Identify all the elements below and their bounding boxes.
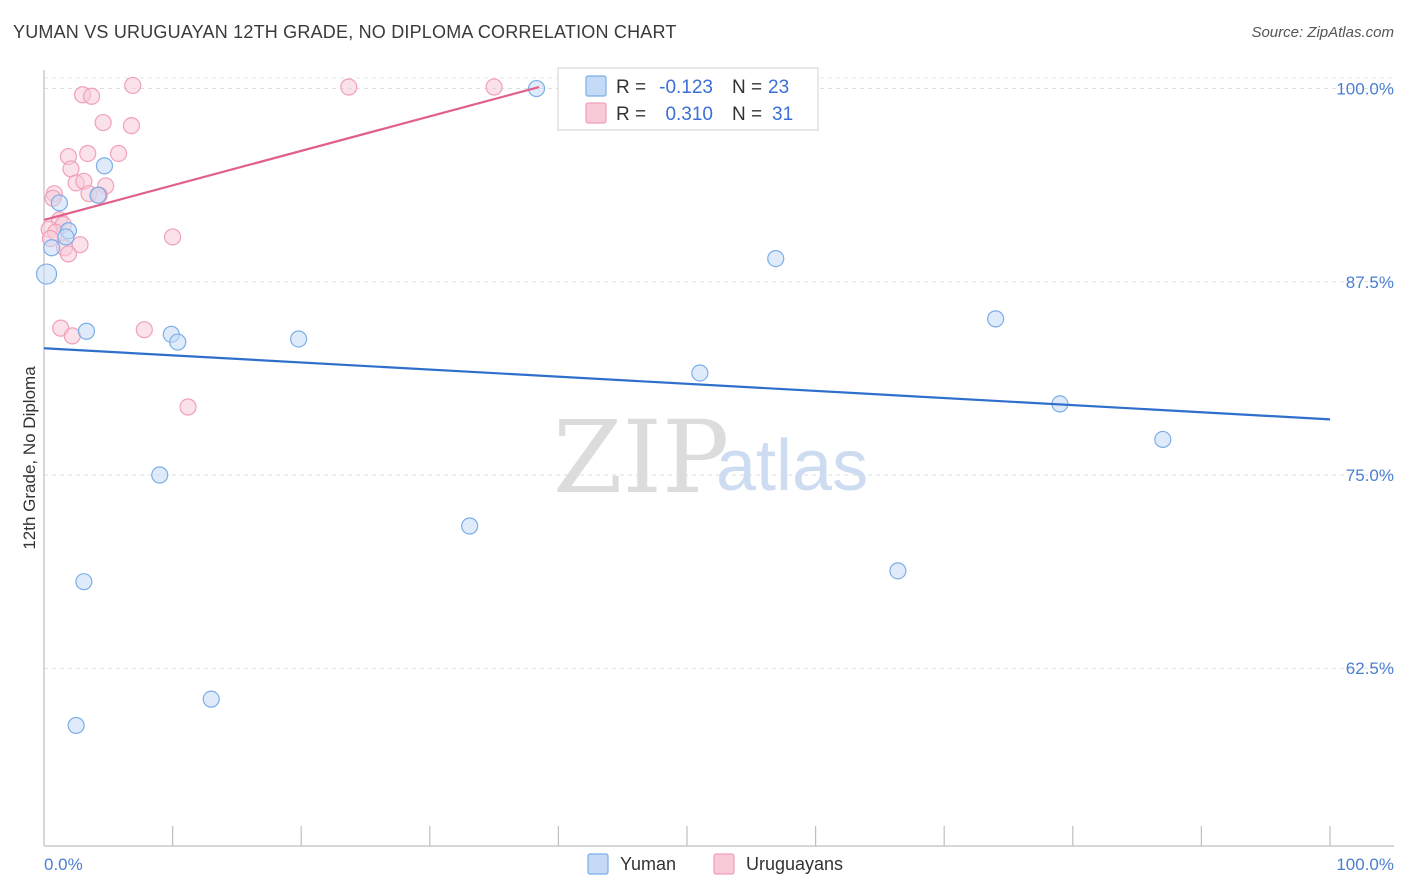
legend-swatch-yuman [585,75,607,97]
trend-line-uruguayans [43,85,540,222]
axes [43,70,1394,847]
x-tick-label-left: 0.0% [44,855,83,874]
point-uruguayans [94,113,112,132]
legend-r-label: R = [616,104,646,125]
point-uruguayans [164,228,182,246]
legend-swatch-uruguayans [585,102,607,124]
legend-n-value-yuman: 23 [768,77,789,98]
point-yuman [151,466,169,484]
point-yuman [75,573,93,591]
point-uruguayans [135,321,153,339]
watermark-zip: ZIP [553,399,729,516]
trend-line-yuman [43,347,1331,421]
point-uruguayans [109,144,128,163]
point-uruguayans [340,78,358,96]
point-yuman [95,157,114,175]
watermark-atlas: atlas [716,426,868,506]
y-tick-label: 87.5% [1346,273,1394,292]
point-uruguayans [59,245,78,263]
point-yuman [77,322,96,340]
bottom-legend-label-yuman: Yuman [620,854,676,874]
point-uruguayans [122,117,141,135]
y-axis-label: 12th Grade, No Diploma [20,366,39,550]
point-uruguayans [179,398,197,416]
point-yuman [169,333,187,351]
point-yuman [691,364,709,382]
point-yuman [987,310,1005,328]
legend-box: R = -0.123 N = 23 R = 0.310 N = 31 [557,67,819,131]
point-yuman [461,517,479,535]
point-yuman [1154,430,1172,449]
point-yuman [35,263,58,285]
legend-n-label: N = [732,77,762,98]
bottom-legend: Yuman Uruguayans [587,853,843,875]
watermark: ZIP atlas [553,399,868,516]
bottom-legend-swatch-uruguayans [713,853,735,875]
data-points [35,76,1172,735]
point-yuman [67,716,85,735]
point-yuman [290,330,308,348]
point-yuman [889,562,907,580]
y-tick-labels: 100.0% 87.5% 75.0% 62.5% [1336,80,1394,679]
legend-n-value-uruguayans: 31 [772,104,793,125]
point-uruguayans [82,87,101,105]
legend-n-label: N = [732,104,762,125]
point-uruguayans [79,144,97,163]
bottom-legend-label-uruguayans: Uruguayans [746,854,843,874]
legend-r-label: R = [616,77,646,98]
point-yuman [57,228,75,246]
point-yuman [50,194,69,212]
legend-r-value-uruguayans: 0.310 [665,104,713,125]
point-uruguayans [485,78,503,96]
point-yuman [89,186,107,204]
point-yuman [767,249,785,268]
point-uruguayans [124,76,142,95]
point-yuman [43,239,61,257]
legend-r-value-yuman: -0.123 [659,77,713,98]
trend-lines [43,85,1331,421]
x-tick-label-right: 100.0% [1336,855,1394,874]
y-tick-label: 62.5% [1346,659,1394,678]
y-tick-label: 100.0% [1336,80,1394,99]
x-axis-ticks [172,826,1331,846]
point-yuman [202,690,220,708]
source-label: Source: ZipAtlas.com [1251,24,1394,41]
y-tick-label: 75.0% [1346,466,1394,485]
point-uruguayans [63,327,81,345]
chart-title: YUMAN VS URUGUAYAN 12TH GRADE, NO DIPLOM… [13,22,677,42]
bottom-legend-swatch-yuman [587,853,609,875]
